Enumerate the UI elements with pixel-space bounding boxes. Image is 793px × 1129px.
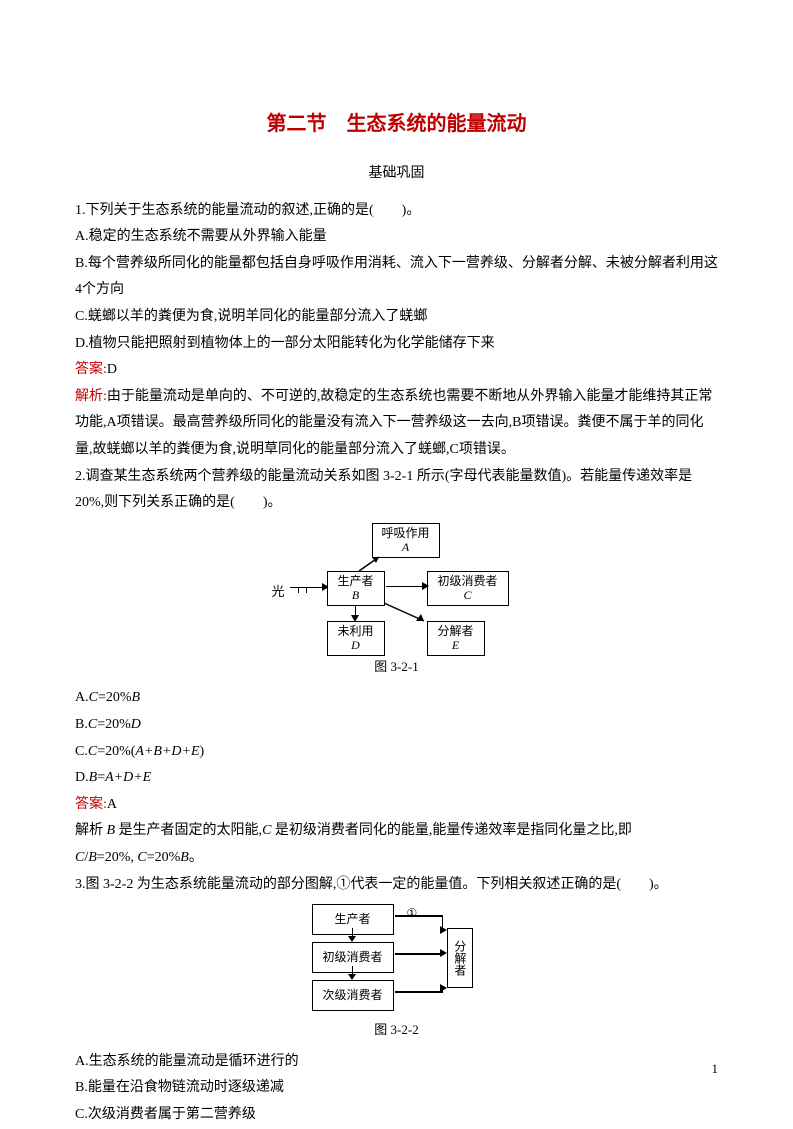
prod-var: B	[352, 588, 359, 602]
opt-b-v2: D	[131, 717, 141, 732]
opt-d-v2: A+D+E	[105, 770, 151, 785]
q1-option-a: A.稳定的生态系统不需要从外界输入能量	[75, 224, 718, 251]
decomp-var: E	[452, 638, 459, 652]
opt-a-v2: B	[132, 690, 141, 705]
q1-option-c: C.蜣螂以羊的粪便为食,说明羊同化的能量部分流入了蜣螂	[75, 304, 718, 331]
circle-1-label: ①	[407, 902, 418, 925]
resp-var: A	[402, 540, 409, 554]
box-decomposer: 分解者E	[427, 621, 485, 656]
an-pre: 解析	[75, 823, 107, 838]
q1-stem: 1.下列关于生态系统的能量流动的叙述,正确的是( )。	[75, 198, 718, 225]
box-decomposer: 分解者	[447, 928, 473, 988]
arrow-c1-d-head	[440, 949, 447, 957]
arrow-c1-d	[395, 953, 442, 955]
q2-option-a: A.C=20%B	[75, 685, 718, 712]
an2-end: 。	[189, 850, 203, 865]
prod-label: 生产者	[337, 574, 373, 588]
opt-a-mid: =20%	[98, 690, 132, 705]
opt-c-mid: =20%(	[97, 744, 135, 759]
box-unused: 未利用D	[327, 621, 385, 656]
q2-analysis-line2: C/B=20%, C=20%B。	[75, 845, 718, 872]
an2-m3: =20%	[147, 850, 181, 865]
analysis-label: 解析:	[75, 389, 107, 404]
arrow-light-tick1	[298, 587, 300, 593]
q2-option-b: B.C=20%D	[75, 712, 718, 739]
opt-b-v1: C	[88, 717, 97, 732]
arrow-prod-unused-head	[351, 615, 359, 622]
q2-analysis-line1: 解析 B 是生产者固定的太阳能,C 是初级消费者同化的能量,能量传递效率是指同化…	[75, 818, 718, 845]
an-m2: 是初级消费者同化的能量,能量传递效率是指同化量之比,即	[271, 823, 632, 838]
opt-d-mid: =	[97, 770, 105, 785]
opt-c-post: )	[200, 744, 205, 759]
arrow-prod-decomp	[382, 601, 432, 625]
diagram-2: 生产者 初级消费者 次级消费者 分解者 ①	[282, 904, 512, 1016]
unused-var: D	[351, 638, 360, 652]
opt-d-pre: D.	[75, 770, 89, 785]
opt-a-v1: C	[89, 690, 98, 705]
an-m1: 是生产者固定的太阳能,	[115, 823, 262, 838]
diagram-1: 光 呼吸作用A 生产者B 初级消费者C 未利用D 分解者E	[272, 523, 522, 653]
diagram-2-container: 生产者 初级消费者 次级消费者 分解者 ①	[75, 904, 718, 1016]
arrow-c1-c2-head	[348, 974, 356, 980]
opt-b-pre: B.	[75, 717, 88, 732]
q3-option-a: A.生态系统的能量流动是循环进行的	[75, 1049, 718, 1076]
an2-m2: =20%,	[97, 850, 138, 865]
arrow-p-d-head	[440, 926, 447, 934]
arrow-light-tick2	[306, 587, 308, 593]
box-consumer2: 次级消费者	[312, 980, 394, 1011]
opt-c-v2: A+B+D+E	[135, 744, 199, 759]
opt-c-pre: C.	[75, 744, 88, 759]
arrow-prod-cons	[386, 586, 422, 588]
q2-stem: 2.调查某生态系统两个营养级的能量流动关系如图 3-2-1 所示(字母代表能量数…	[75, 464, 718, 517]
arrow-c2-d-head	[440, 984, 447, 992]
q3-option-c: C.次级消费者属于第二营养级	[75, 1102, 718, 1129]
cons-var: C	[463, 588, 471, 602]
answer-label: 答案:	[75, 797, 107, 812]
answer-label: 答案:	[75, 362, 107, 377]
page-title: 第二节 生态系统的能量流动	[75, 105, 718, 143]
answer-value: D	[107, 362, 117, 377]
diagram-2-caption: 图 3-2-2	[75, 1018, 718, 1043]
opt-d-v1: B	[89, 770, 98, 785]
section-subtitle: 基础巩固	[75, 161, 718, 188]
an-v1: B	[107, 823, 116, 838]
analysis-text: 由于能量流动是单向的、不可逆的,故稳定的生态系统也需要不断地从外界输入能量才能维…	[75, 389, 712, 457]
answer-value: A	[107, 797, 117, 812]
q2-option-d: D.B=A+D+E	[75, 765, 718, 792]
q2-answer: 答案:A	[75, 792, 718, 819]
resp-label: 呼吸作用	[381, 526, 429, 540]
box-producer: 生产者B	[327, 571, 385, 606]
an2-v2: B	[88, 850, 97, 865]
an2-v4: B	[180, 850, 189, 865]
arrow-p-c1-head	[348, 936, 356, 942]
unused-label: 未利用	[337, 624, 373, 638]
page-number: 1	[712, 1057, 719, 1082]
q3-stem: 3.图 3-2-2 为生态系统能量流动的部分图解,①代表一定的能量值。下列相关叙…	[75, 872, 718, 899]
an-v2: C	[262, 823, 271, 838]
arrow-prod-cons-head	[422, 582, 429, 590]
arrow-p-d	[395, 915, 442, 917]
cons-label: 初级消费者	[437, 574, 497, 588]
arrow-prod-resp	[357, 553, 387, 573]
q1-option-b: B.每个营养级所同化的能量都包括自身呼吸作用消耗、流入下一营养级、分解者分解、未…	[75, 251, 718, 304]
diagram-1-container: 光 呼吸作用A 生产者B 初级消费者C 未利用D 分解者E	[75, 523, 718, 653]
opt-a-pre: A.	[75, 690, 89, 705]
an2-v3: C	[137, 850, 146, 865]
q1-answer: 答案:D	[75, 357, 718, 384]
an2-v1: C	[75, 850, 84, 865]
q3-option-b: B.能量在沿食物链流动时逐级递减	[75, 1075, 718, 1102]
light-label: 光	[272, 580, 285, 605]
q2-option-c: C.C=20%(A+B+D+E)	[75, 739, 718, 766]
diagram-1-caption: 图 3-2-1	[75, 655, 718, 680]
decomp-label: 分解者	[437, 624, 473, 638]
box-consumer: 初级消费者C	[427, 571, 509, 606]
opt-b-mid: =20%	[97, 717, 131, 732]
q1-analysis: 解析:由于能量流动是单向的、不可逆的,故稳定的生态系统也需要不断地从外界输入能量…	[75, 384, 718, 464]
arrow-c2-d	[395, 991, 442, 993]
opt-c-v1: C	[88, 744, 97, 759]
q1-option-d: D.植物只能把照射到植物体上的一部分太阳能转化为化学能储存下来	[75, 331, 718, 358]
